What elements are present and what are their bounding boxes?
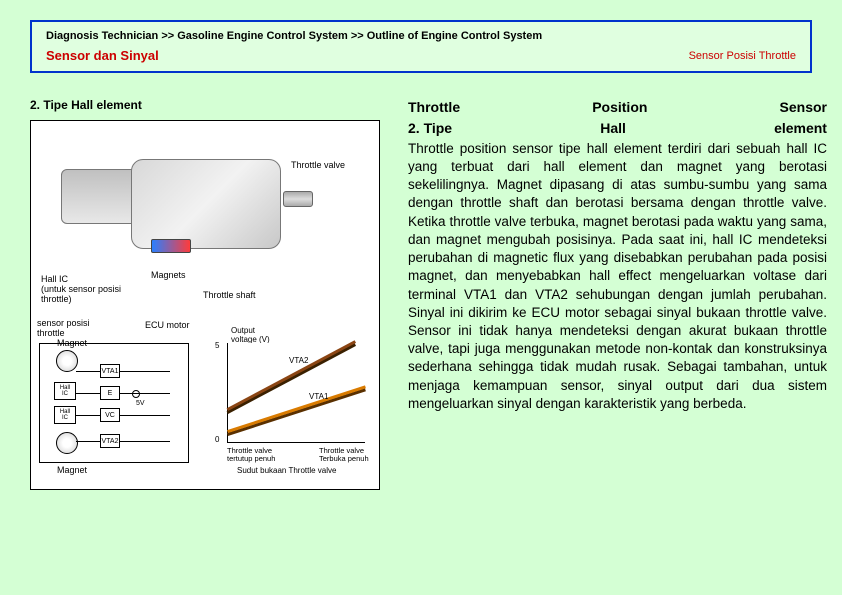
terminal-vta1: VTA1 bbox=[100, 364, 120, 378]
wire bbox=[120, 393, 170, 394]
label-ecu-motor: ECU motor bbox=[145, 321, 190, 331]
connector-shape bbox=[61, 169, 141, 224]
graph-y-axis-label: Output voltage (V) bbox=[231, 327, 270, 345]
magnet-disc-bottom bbox=[56, 432, 78, 454]
terminal-vta2: VTA2 bbox=[100, 434, 120, 448]
graph-x-left: Throttle valve tertutup penuh bbox=[227, 447, 275, 464]
title-word: element bbox=[774, 119, 827, 138]
wire bbox=[76, 371, 100, 372]
graph-x-title: Sudut bukaan Throttle valve bbox=[237, 467, 336, 476]
breadcrumb: Diagnosis Technician >> Gasoline Engine … bbox=[46, 30, 796, 42]
terminal-e: E bbox=[100, 386, 120, 400]
label-sensor-posisi: sensor posisi throttle bbox=[37, 319, 90, 339]
shaft-shape bbox=[283, 191, 313, 207]
section-title: Sensor dan Sinyal bbox=[46, 48, 159, 63]
header-box: Diagnosis Technician >> Gasoline Engine … bbox=[30, 20, 812, 73]
wire bbox=[76, 441, 100, 442]
left-column: 2. Tipe Hall element Throttle valve Magn… bbox=[30, 98, 400, 585]
body-title-line1: Throttle Position Sensor bbox=[408, 98, 827, 117]
label-throttle-valve: Throttle valve bbox=[291, 161, 345, 171]
label-magnets: Magnets bbox=[151, 271, 186, 281]
label-throttle-shaft: Throttle shaft bbox=[203, 291, 256, 301]
title-word: Throttle bbox=[408, 98, 460, 117]
voltage-source-icon bbox=[132, 390, 140, 398]
diagram-container: Throttle valve Magnets Hall IC (untuk se… bbox=[30, 120, 380, 490]
throttle-body-shape bbox=[131, 159, 281, 249]
magnet-shape bbox=[151, 239, 191, 253]
graph-x-right: Throttle valve Terbuka penuh bbox=[319, 447, 369, 464]
header-corner-label: Sensor Posisi Throttle bbox=[689, 50, 796, 62]
subsection-title: 2. Tipe Hall element bbox=[30, 98, 400, 112]
content-area: 2. Tipe Hall element Throttle valve Magn… bbox=[30, 98, 827, 585]
hall-ic-box-2: Hall IC bbox=[54, 406, 76, 424]
magnet-disc-top bbox=[56, 350, 78, 372]
label-magnet-bottom: Magnet bbox=[57, 466, 87, 476]
graph-line-vta1 bbox=[227, 385, 367, 436]
header-row: Sensor dan Sinyal Sensor Posisi Throttle bbox=[46, 48, 796, 63]
right-column: Throttle Position Sensor 2. Tipe Hall el… bbox=[408, 98, 827, 585]
hall-ic-box-1: Hall IC bbox=[54, 382, 76, 400]
body-title-line2: 2. Tipe Hall element bbox=[408, 119, 827, 138]
wire bbox=[120, 441, 170, 442]
label-5v: 5V bbox=[136, 400, 145, 408]
title-word: Sensor bbox=[780, 98, 827, 117]
sensor-schematic: Hall IC Hall IC VTA1 E VC VTA2 5V bbox=[39, 343, 189, 463]
wire bbox=[76, 415, 100, 416]
terminal-vc: VC bbox=[100, 408, 120, 422]
output-voltage-graph: Output voltage (V) 5 0 VTA2 VTA1 Throttl… bbox=[209, 333, 369, 473]
graph-series-label-vta2: VTA2 bbox=[289, 357, 308, 366]
wire bbox=[76, 393, 100, 394]
wire bbox=[120, 371, 170, 372]
mechanical-illustration bbox=[51, 149, 301, 269]
graph-series-label-vta1: VTA1 bbox=[309, 393, 328, 402]
title-word: Position bbox=[592, 98, 647, 117]
body-paragraph: Throttle position sensor tipe hall eleme… bbox=[408, 140, 827, 413]
graph-tick-0: 0 bbox=[215, 435, 219, 444]
label-hall-ic: Hall IC (untuk sensor posisi throttle) bbox=[41, 275, 121, 305]
title-word: 2. Tipe bbox=[408, 119, 452, 138]
title-word: Hall bbox=[600, 119, 626, 138]
graph-tick-5: 5 bbox=[215, 341, 219, 350]
wire bbox=[120, 415, 170, 416]
